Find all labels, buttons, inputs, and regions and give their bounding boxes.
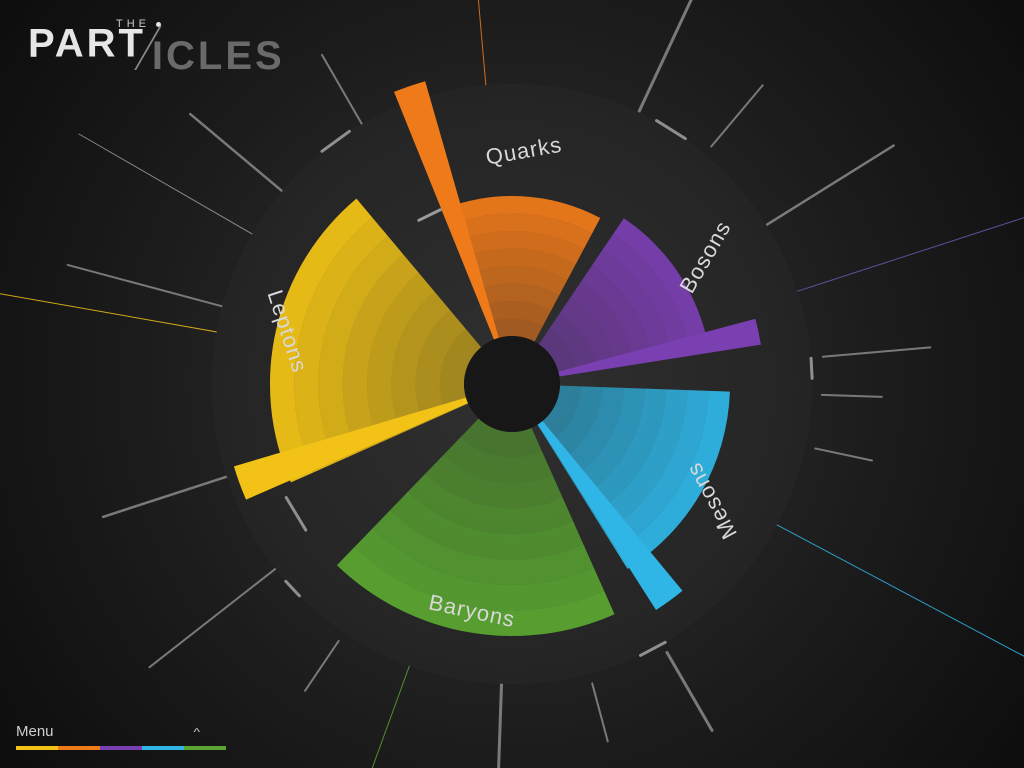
decor-spoke (711, 85, 762, 146)
app-stage: QuarksBosonsMesonsBaryonsLeptons THE PAR… (0, 0, 1024, 768)
decor-spoke (815, 448, 872, 460)
decor-spoke (305, 641, 339, 691)
decor-spoke (497, 684, 502, 768)
menu-label: Menu (16, 723, 54, 740)
logo[interactable]: THE PARTICLES (28, 18, 285, 68)
decor-spoke (667, 652, 712, 730)
tangent-mark (811, 358, 812, 378)
logo-part: PART (28, 22, 146, 66)
menu-bar-segment (142, 746, 184, 750)
chart-center-hole (464, 336, 560, 432)
menu-bar-segment (184, 746, 226, 750)
chevron-up-icon: ^ (194, 726, 201, 737)
decor-spoke (103, 477, 227, 517)
menu-button[interactable]: Menu ^ (16, 723, 226, 750)
menu-color-bar (16, 746, 226, 750)
menu-bar-segment (100, 746, 142, 750)
decor-spoke (322, 55, 362, 124)
decor-spoke (592, 683, 608, 741)
menu-bar-segment (58, 746, 100, 750)
menu-bar-segment (16, 746, 58, 750)
particles-radial-chart[interactable]: QuarksBosonsMesonsBaryonsLeptons (0, 0, 1024, 768)
decor-spoke (823, 347, 931, 356)
decor-spoke (822, 395, 882, 397)
logo-icles: ICLES (152, 34, 285, 78)
decor-spoke (190, 114, 282, 191)
